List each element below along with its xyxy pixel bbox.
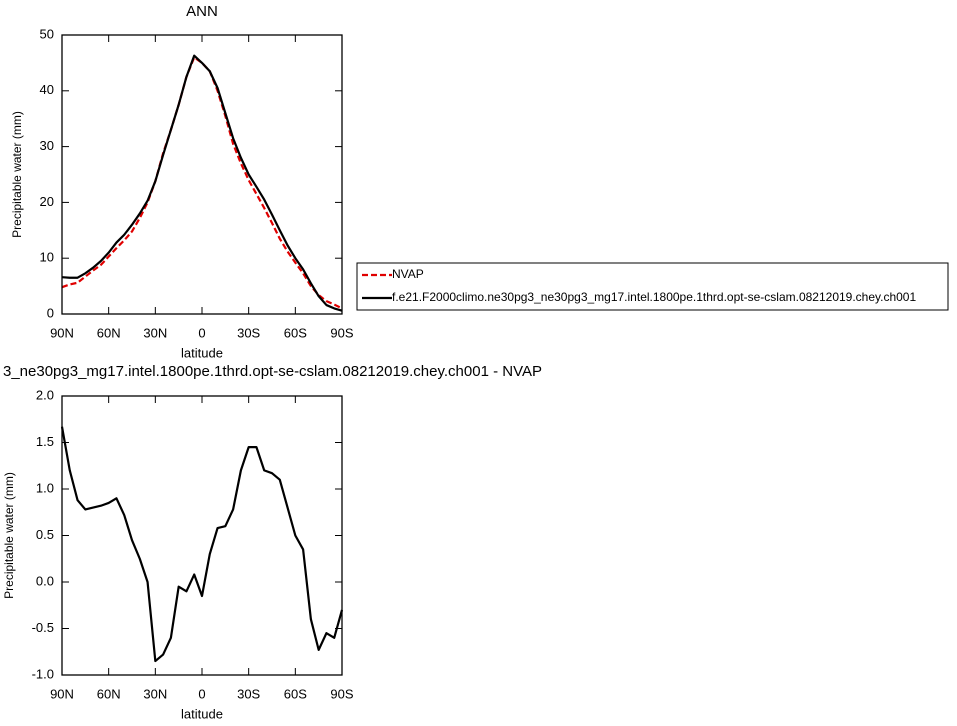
y-tick-label: 0.0: [36, 573, 54, 588]
legend-box: [356, 262, 949, 311]
plot-frame: [61, 34, 343, 315]
x-tick-label: 60N: [97, 686, 121, 701]
data-line: [61, 54, 343, 312]
x-tick-label: 30N: [143, 686, 167, 701]
x-tick-label: 90S: [330, 325, 353, 340]
y-tick-label: 50: [40, 26, 54, 41]
x-axis-label: latitude: [181, 345, 223, 360]
x-tick-label: 60S: [284, 325, 307, 340]
chart-title: ANN: [186, 3, 218, 20]
x-axis-label: latitude: [181, 706, 223, 721]
x-tick-label: 60N: [97, 325, 121, 340]
y-tick-label: -0.5: [32, 620, 54, 635]
data-line: [60, 426, 344, 663]
x-tick-label: 30S: [237, 686, 260, 701]
x-tick-label: 0: [198, 325, 205, 340]
y-tick-label: 30: [40, 138, 54, 153]
data-line: [61, 56, 343, 310]
x-tick-label: 30N: [143, 325, 167, 340]
y-tick-label: 1.5: [36, 434, 54, 449]
plot-frame: [61, 395, 343, 676]
x-tick-label: 90N: [50, 325, 74, 340]
y-tick-label: 0.5: [36, 527, 54, 542]
y-tick-label: 1.0: [36, 480, 54, 495]
x-tick-label: 30S: [237, 325, 260, 340]
y-axis-label: Precipitable water (mm): [2, 472, 16, 599]
y-tick-label: 40: [40, 82, 54, 97]
x-tick-label: 90N: [50, 686, 74, 701]
y-axis-label: Precipitable water (mm): [10, 111, 24, 238]
chart-title: 3_ne30pg3_mg17.intel.1800pe.1thrd.opt-se…: [3, 363, 542, 380]
x-tick-label: 60S: [284, 686, 307, 701]
y-tick-label: 2.0: [36, 387, 54, 402]
x-tick-label: 0: [198, 686, 205, 701]
y-tick-label: 0: [47, 305, 54, 320]
x-tick-label: 90S: [330, 686, 353, 701]
y-tick-label: 10: [40, 250, 54, 265]
legend-label: f.e21.F2000climo.ne30pg3_ne30pg3_mg17.in…: [392, 290, 916, 304]
y-tick-label: -1.0: [32, 666, 54, 681]
y-tick-label: 20: [40, 194, 54, 209]
legend-label: NVAP: [392, 267, 424, 281]
